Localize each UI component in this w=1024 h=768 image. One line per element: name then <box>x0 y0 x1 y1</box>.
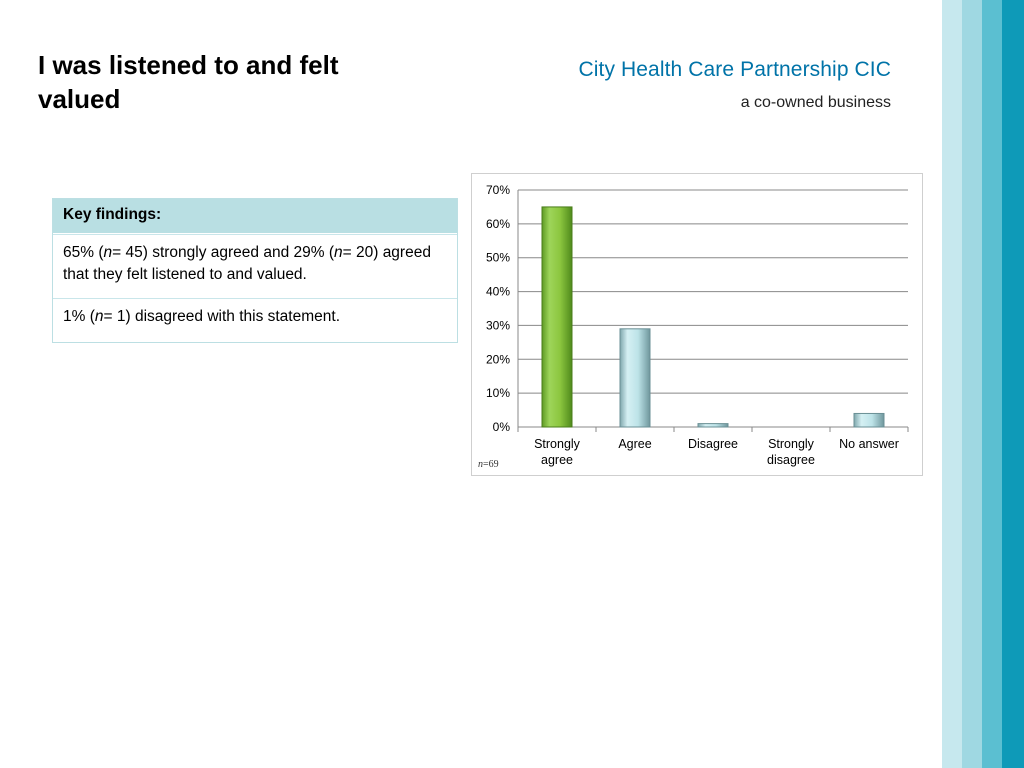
bar <box>541 206 573 428</box>
finding-text: = 1) disagreed with this statement. <box>103 308 341 325</box>
y-tick-label: 40% <box>486 285 510 299</box>
y-tick-label: 50% <box>486 251 510 265</box>
x-category-label: disagree <box>767 453 815 467</box>
stripe-3 <box>982 0 1002 768</box>
n-symbol: n <box>94 308 104 325</box>
key-finding-row: 1% (n= 1) disagreed with this statement. <box>53 298 457 342</box>
finding-text: 65% ( <box>63 244 104 261</box>
n-symbol: n <box>478 459 483 470</box>
key-findings-table: Key findings: 65% (n= 45) strongly agree… <box>52 198 458 343</box>
n-symbol: n <box>334 244 343 261</box>
y-tick-label: 60% <box>486 217 510 231</box>
x-category-label: Strongly <box>768 437 815 451</box>
stripe-1 <box>942 0 962 768</box>
x-category-label: Agree <box>618 437 651 451</box>
brand-block: City Health Care Partnership CIC a co-ow… <box>579 56 891 115</box>
x-category-label: agree <box>541 453 573 467</box>
decorative-stripes <box>942 0 1024 768</box>
key-finding-row: 65% (n= 45) strongly agreed and 29% (n= … <box>53 234 457 298</box>
finding-text: 1% ( <box>63 308 95 325</box>
y-tick-label: 30% <box>486 318 510 332</box>
bar <box>697 423 729 428</box>
brand-tagline: a co-owned business <box>740 94 891 111</box>
stripe-2 <box>962 0 982 768</box>
bar <box>619 328 651 428</box>
sample-size-value: =69 <box>483 459 499 470</box>
key-findings-header: Key findings: <box>53 199 457 234</box>
x-category-label: Disagree <box>688 437 738 451</box>
y-tick-label: 0% <box>493 420 511 434</box>
x-category-label: No answer <box>839 437 899 451</box>
x-category-label: Strongly <box>534 437 581 451</box>
n-symbol: n <box>103 244 113 261</box>
page-title: I was listened to and felt valued <box>38 50 339 114</box>
bar-chart-svg: 0% 10% 20% 30% 40% 50% 60% 70% Strongly agree Agre… <box>486 183 909 467</box>
sample-size-note: n=69 <box>478 459 499 470</box>
y-tick-label: 10% <box>486 386 510 400</box>
finding-text: = 20) agreed that they felt listened to … <box>63 244 431 283</box>
stripe-4 <box>1002 0 1024 768</box>
bar <box>853 412 885 428</box>
finding-text: = 45) strongly agreed and 29% ( <box>112 244 334 261</box>
bar-chart: 0% 10% 20% 30% 40% 50% 60% 70% Strongly agree Agre… <box>471 173 923 476</box>
brand-name: City Health Care Partnership CIC <box>578 58 891 81</box>
y-tick-label: 20% <box>486 352 510 366</box>
y-tick-label: 70% <box>486 183 510 197</box>
